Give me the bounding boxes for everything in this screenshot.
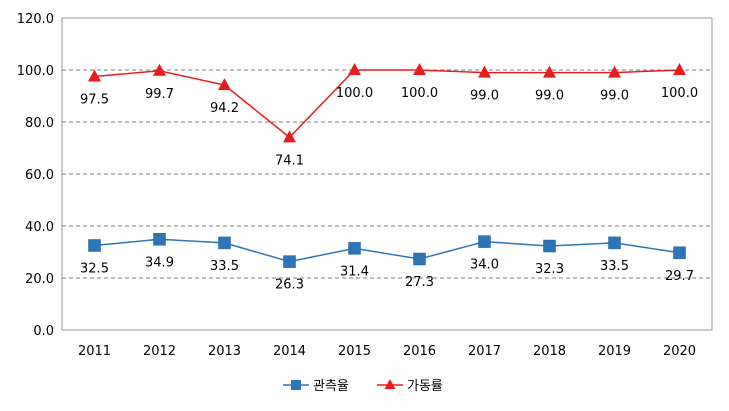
x-tick-label: 2020 [663,344,696,359]
x-tick-label: 2012 [143,344,176,359]
legend-marker-square [291,380,301,390]
data-label: 97.5 [80,93,109,108]
data-label: 100.0 [401,86,438,101]
data-point-square [478,235,491,248]
y-tick-label: 40.0 [25,220,54,235]
series-line-2 [94,69,680,139]
data-point-triangle [413,63,426,75]
x-tick-label: 2018 [533,344,566,359]
y-tick-label: 60.0 [25,168,54,183]
x-tick-label: 2014 [273,344,306,359]
legend-label: 가동률 [407,379,443,394]
x-tick-label: 2017 [468,344,501,359]
data-point-triangle [608,65,621,78]
y-tick-label: 20.0 [25,272,54,287]
data-point-triangle [348,63,361,75]
data-label: 74.1 [275,153,304,168]
data-point-triangle [478,65,491,78]
data-label: 99.7 [145,87,174,102]
data-point-square [543,239,556,253]
x-tick-label: 2013 [208,344,241,359]
x-tick-label: 2016 [403,344,436,359]
x-tick-label: 2015 [338,344,371,359]
data-label: 34.0 [470,258,499,273]
data-point-square [218,236,231,250]
y-tick-label: 120.0 [17,12,54,27]
x-tick-label: 2011 [78,344,111,359]
x-tick-label: 2019 [598,344,631,359]
data-point-square [283,255,296,268]
data-point-triangle [218,78,231,91]
data-label: 31.4 [340,264,369,279]
data-point-triangle [88,69,101,82]
data-label: 99.0 [470,89,499,104]
data-label: 99.0 [535,89,564,104]
data-point-triangle [153,63,166,76]
data-point-square [348,242,361,255]
legend-marker-triangle [384,379,396,389]
data-label: 27.3 [405,275,434,290]
data-label: 94.2 [210,101,239,116]
y-tick-label: 80.0 [25,116,54,131]
data-point-square [153,233,166,246]
data-label: 33.5 [600,259,629,274]
data-label: 32.3 [535,262,564,277]
y-tick-label: 100.0 [17,64,54,79]
data-point-square [608,236,621,250]
data-point-triangle [673,63,686,75]
data-label: 34.9 [145,255,174,270]
data-label: 99.0 [600,89,629,104]
data-point-triangle [543,65,556,78]
data-label: 29.7 [665,269,694,284]
series-line-1 [94,238,680,263]
legend-label: 관측율 [313,379,349,394]
data-label: 100.0 [661,86,698,101]
data-label: 26.3 [275,278,304,293]
data-point-square [413,252,426,266]
y-tick-label: 0.0 [33,324,54,339]
data-point-triangle [283,130,296,143]
data-point-square [88,239,101,252]
data-point-square [673,246,686,260]
data-label: 32.5 [80,262,109,277]
data-label: 33.5 [210,259,239,274]
data-label: 100.0 [336,86,373,101]
